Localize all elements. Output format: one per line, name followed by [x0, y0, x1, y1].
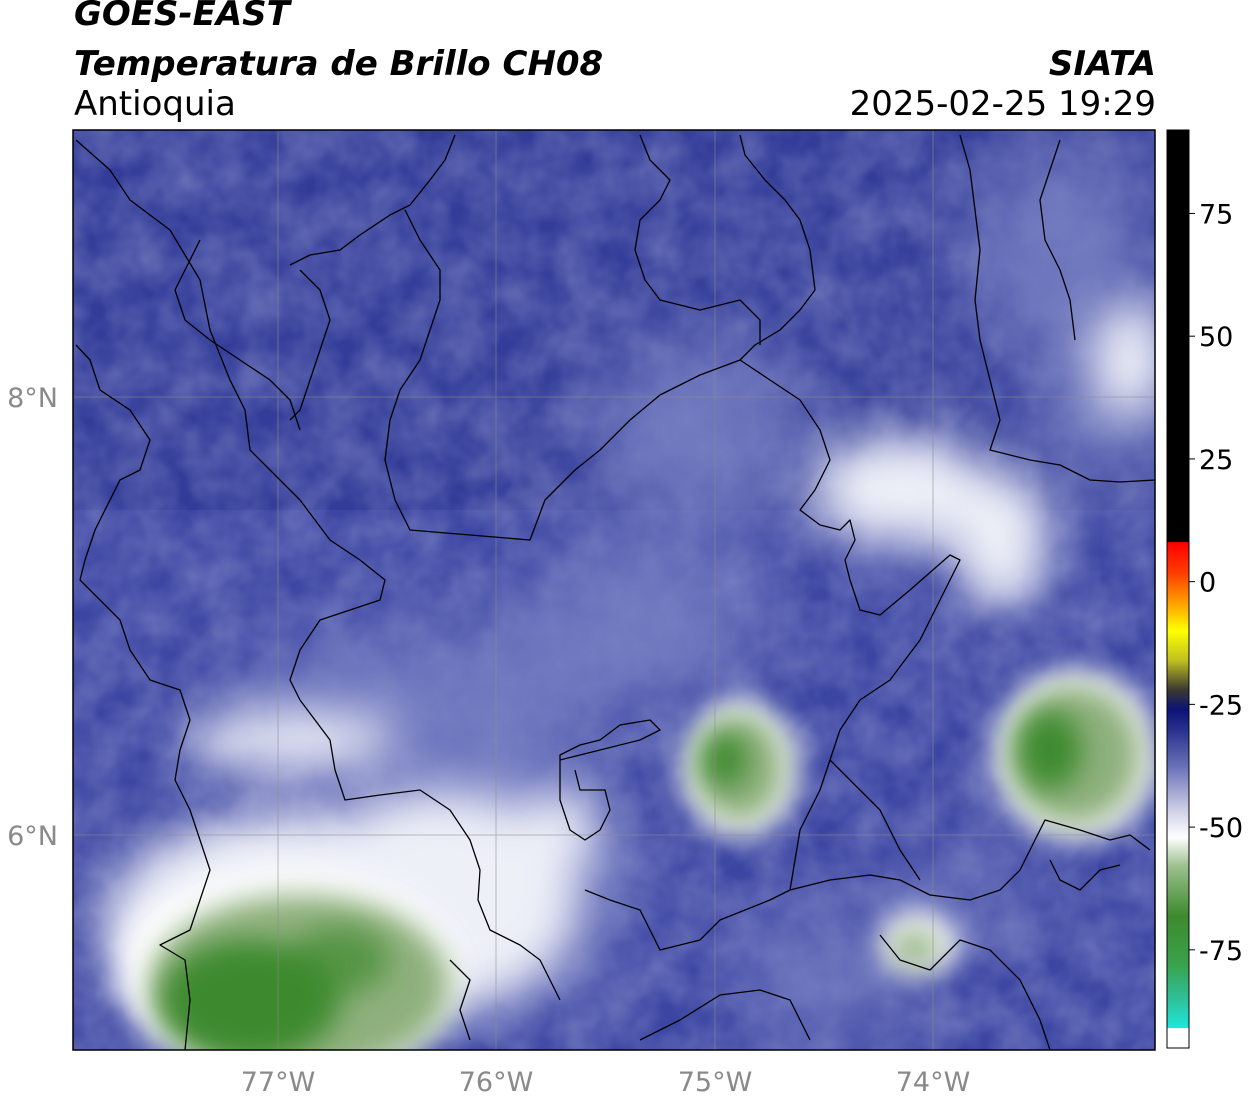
product-title: Temperatura de Brillo CH08: [74, 44, 604, 84]
antioquia-border-east: [739, 359, 961, 891]
south-minor-4: [829, 759, 921, 881]
coastline-north: [75, 139, 561, 1001]
plot-frame: [72, 129, 1156, 1051]
lat-tick-6: 6°N: [7, 821, 58, 852]
colorbar-tick-label: 25: [1199, 445, 1233, 476]
lon-tick-74: 74°W: [896, 1067, 971, 1098]
convective-cores: [120, 670, 1155, 1050]
lat-tick-labels: 8°N 6°N: [7, 383, 58, 852]
colorbar-fill: [1167, 130, 1189, 1048]
lat-tick-8: 8°N: [7, 383, 58, 414]
gulf-shore: [174, 239, 301, 431]
south-border: [584, 819, 1151, 951]
lon-tick-labels: 77°W 76°W 75°W 74°W: [241, 1067, 971, 1098]
satellite-title: GOES-EAST: [74, 0, 290, 34]
colorbar-tick-label: 50: [1199, 322, 1233, 353]
south-minor-1: [639, 989, 811, 1041]
colorbar-frame: [1166, 129, 1190, 1049]
organization-label: SIATA: [1048, 44, 1156, 84]
antioquia-border-north: [384, 134, 816, 541]
colorbar: 75 50 25 0 -25 -50 -75: [1166, 129, 1243, 1049]
coastline-pacific: [79, 579, 211, 1050]
lon-tick-75: 75°W: [678, 1067, 753, 1098]
boundaries: [75, 134, 1155, 1050]
lon-tick-77: 77°W: [241, 1067, 316, 1098]
south-minor-5: [1049, 859, 1121, 891]
coastline-urab: [75, 344, 151, 581]
antioquia-border-south: [559, 719, 661, 841]
colorbar-tick-label: -75: [1199, 936, 1243, 967]
river-east: [959, 134, 1155, 483]
lon-tick-76: 76°W: [459, 1067, 534, 1098]
east-border-2: [1039, 139, 1076, 341]
grid-lines: [73, 130, 1155, 1050]
colorbar-tick-label: -50: [1199, 813, 1243, 844]
north-east-dept: [634, 134, 761, 345]
south-minor-3: [449, 959, 471, 1041]
south-minor-2: [879, 934, 1051, 1050]
datetime-label: 2025-02-25 19:29: [849, 84, 1156, 124]
colorbar-tick-label: 75: [1199, 199, 1233, 230]
bay-line-2: [289, 269, 331, 421]
region-label: Antioquia: [74, 84, 236, 124]
bay-line: [289, 134, 456, 266]
colorbar-tick-label: 0: [1199, 568, 1216, 599]
map-field: [73, 130, 1155, 1050]
colorbar-tick-label: -25: [1199, 690, 1243, 721]
colorbar-ticks: 75 50 25 0 -25 -50 -75: [1189, 199, 1243, 967]
